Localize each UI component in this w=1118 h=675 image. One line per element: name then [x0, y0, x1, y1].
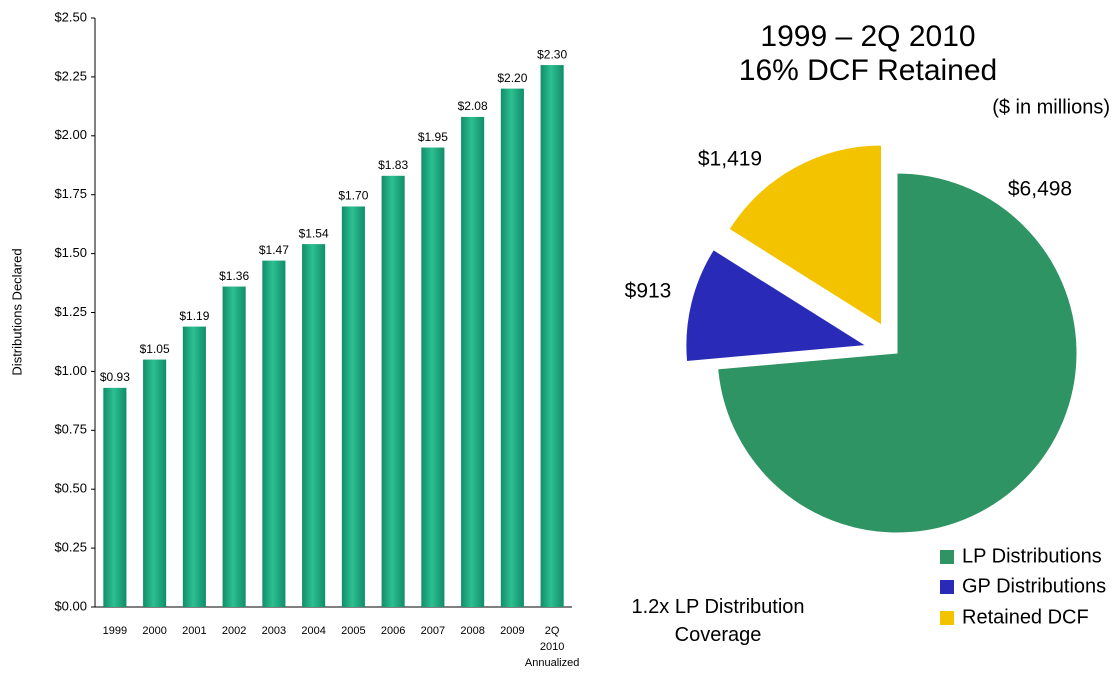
y-tick-label: $2.00: [54, 127, 87, 142]
y-tick-label: $1.25: [54, 304, 87, 319]
legend-swatch: [940, 611, 954, 625]
y-tick-label: $0.50: [54, 481, 87, 496]
pie-slice: [685, 249, 868, 362]
legend-label: LP Distributions: [962, 545, 1102, 567]
annotation: 1.2x LP Distribution Coverage: [631, 596, 805, 646]
value-label: $1.19: [179, 309, 209, 323]
bar-shade: [540, 65, 564, 608]
x-tick-label: 2003: [262, 625, 286, 637]
y-tick-label: $2.50: [54, 9, 87, 24]
pie-title: 1999 – 2Q 2010: [760, 20, 975, 53]
x-tick-label: 2001: [182, 625, 206, 637]
legend-swatch: [940, 580, 954, 594]
bar-shade: [421, 147, 445, 607]
y-tick-label: $0.75: [54, 422, 87, 437]
x-tick-label: 2002: [222, 625, 246, 637]
pie-subtitle: 16% DCF Retained: [739, 54, 997, 87]
bar-shade: [341, 206, 365, 608]
legend-label: Retained DCF: [962, 606, 1089, 628]
value-label: $2.20: [497, 71, 527, 85]
value-label: $1.05: [140, 342, 170, 356]
value-label: $1.95: [418, 130, 448, 144]
bar-shade: [500, 88, 524, 608]
value-label: $2.30: [537, 47, 567, 61]
bar-shade: [103, 387, 127, 607]
y-tick-label: $0.00: [54, 598, 87, 613]
value-label: $0.93: [100, 370, 130, 384]
legend-swatch: [940, 550, 954, 564]
y-axis-label: Distributions Declared: [9, 248, 24, 375]
value-label: $913: [625, 280, 672, 303]
bar-shade: [381, 175, 405, 608]
value-label: $1.54: [299, 226, 329, 240]
x-tick-label: 2006: [381, 625, 405, 637]
value-label: $1.36: [219, 269, 249, 283]
x-tick-label: 2005: [341, 625, 365, 637]
value-label: $1,419: [698, 148, 762, 171]
x-tick-label: 2004: [301, 625, 325, 637]
bar-shade: [262, 260, 286, 607]
x-tick-label: 2000: [142, 625, 166, 637]
y-tick-label: $1.50: [54, 245, 87, 260]
value-label: $1.70: [338, 189, 368, 203]
y-tick-label: $0.25: [54, 540, 87, 555]
value-label: $6,498: [1008, 178, 1072, 201]
pie-slice: [717, 172, 1078, 534]
value-label: $2.08: [458, 99, 488, 113]
x-tick-label: 2009: [500, 625, 524, 637]
bar-shade: [222, 286, 246, 607]
bar-shade: [461, 116, 485, 608]
x-tick-label: 2008: [460, 625, 484, 637]
pie-slice: [728, 144, 883, 326]
value-label: $1.83: [378, 158, 408, 172]
bar-shade: [182, 326, 206, 607]
y-tick-label: $1.75: [54, 186, 87, 201]
units-note: ($ in millions): [992, 96, 1110, 118]
x-tick-label: 2007: [421, 625, 445, 637]
value-label: $1.47: [259, 243, 289, 257]
bar-shade: [302, 244, 326, 607]
legend-label: GP Distributions: [962, 575, 1106, 597]
y-tick-label: $2.25: [54, 68, 87, 83]
x-tick-label: 1999: [103, 625, 127, 637]
bar-shade: [143, 359, 167, 607]
x-tick-label: 2Q 2010 Annualized: [525, 625, 579, 669]
y-tick-label: $1.00: [54, 363, 87, 378]
